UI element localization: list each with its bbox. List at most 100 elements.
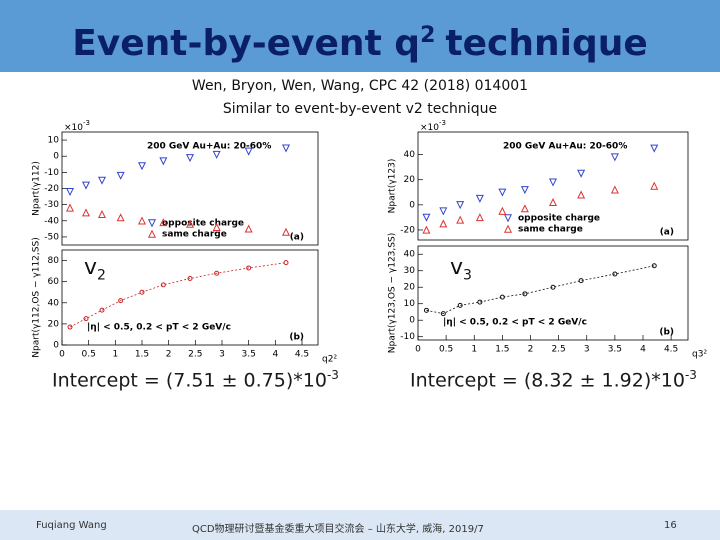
point — [650, 181, 659, 190]
point — [612, 271, 618, 277]
point — [116, 171, 125, 180]
y-tick-label: 20 — [404, 175, 416, 185]
intercept-sup: -3 — [326, 368, 339, 382]
y-tick-label: 10 — [48, 136, 60, 146]
y-tick-label: 0 — [53, 152, 59, 162]
point — [244, 224, 253, 233]
y-label: Npart(γ123,OS − γ123,SS) — [388, 233, 398, 353]
plot-frame — [417, 131, 689, 241]
y-tick-label: 0 — [409, 200, 415, 210]
legend-label: opposite charge — [518, 214, 600, 224]
x-tick-label: 3.5 — [242, 350, 256, 360]
point — [281, 144, 291, 153]
flow-sub: 2 — [97, 267, 106, 284]
point — [116, 213, 125, 222]
point — [577, 190, 586, 199]
point — [498, 206, 507, 215]
point — [187, 276, 193, 281]
panel-label: (b) — [659, 328, 674, 338]
point — [498, 188, 507, 197]
point — [139, 289, 145, 295]
subtitle: Similar to event-by-event v2 technique — [222, 101, 498, 117]
point — [214, 270, 220, 276]
page-number: 16 — [664, 520, 677, 531]
x-label: q2² — [322, 355, 337, 365]
x-tick-label: 4.5 — [664, 345, 678, 355]
x-tick-label: 0 — [59, 350, 65, 360]
point — [212, 150, 221, 159]
y-tick-label: 0 — [409, 316, 415, 326]
point — [422, 213, 431, 222]
annotation: 200 GeV Au+Au: 20-60% — [503, 142, 627, 152]
point — [185, 154, 195, 163]
footer: Fuqiang Wang QCD物理研讨暨基金委重大项目交流会 – 山东大学, … — [0, 510, 720, 540]
y-label: Npart(γ112,OS − γ112,SS) — [32, 237, 42, 357]
header-band: Event-by-event q2 technique — [0, 0, 720, 72]
point — [423, 307, 429, 313]
y-tick-label: -40 — [44, 216, 59, 226]
intercept-text: Intercept = (7.51 ± 0.75)*10 — [52, 369, 327, 392]
point — [651, 263, 657, 269]
y-tick-label: -10 — [400, 332, 415, 342]
subtitle: Wen, Bryon, Wen, Wang, CPC 42 (2018) 014… — [191, 78, 529, 94]
point — [650, 144, 659, 153]
x-tick-label: 3.5 — [608, 345, 622, 355]
title: Event-by-event q2 technique — [0, 0, 720, 80]
point — [81, 181, 91, 190]
plot-frame — [417, 245, 689, 341]
y-tick-label: 60 — [48, 277, 60, 287]
x-tick-label: 2.5 — [188, 350, 202, 360]
point — [440, 311, 446, 317]
x-tick-label: 0.5 — [82, 350, 96, 360]
x-tick-label: 0 — [415, 345, 421, 355]
point — [283, 260, 289, 266]
series-line — [426, 265, 655, 315]
intercept-text: Intercept = (8.32 ± 1.92)*10 — [410, 369, 685, 392]
point — [550, 284, 556, 290]
point — [477, 299, 483, 305]
point — [159, 157, 168, 166]
flow-sub: 3 — [463, 267, 472, 284]
point — [610, 185, 619, 194]
annotation: 200 GeV Au+Au: 20-60% — [147, 142, 271, 152]
legend-label: opposite charge — [162, 219, 244, 229]
title-text: Event-by-event q — [72, 23, 421, 64]
intercept: Intercept = (8.32 ± 1.92)*10-3 — [410, 368, 697, 391]
point — [212, 222, 221, 231]
x-tick-label: 1.5 — [495, 345, 509, 355]
y-tick-label: -20 — [400, 225, 415, 235]
multiplier-base: ×10 — [420, 123, 439, 133]
point — [244, 147, 253, 156]
point — [520, 186, 529, 195]
point — [137, 162, 147, 171]
y-tick-label: 20 — [404, 283, 416, 293]
point — [99, 307, 105, 313]
point — [67, 324, 73, 330]
y-tick-label: -30 — [44, 200, 59, 210]
x-tick-label: 0.5 — [439, 345, 453, 355]
title-sup: 2 — [420, 23, 436, 48]
flow-v: v — [450, 255, 464, 280]
point — [520, 204, 529, 213]
point — [159, 218, 168, 227]
y-tick-label: 30 — [404, 266, 416, 276]
point — [118, 298, 124, 304]
multiplier: ×10-3 — [64, 119, 90, 133]
multiplier: ×10-3 — [420, 119, 446, 133]
panel-label: (b) — [289, 333, 304, 343]
point — [97, 176, 107, 185]
point — [185, 219, 195, 228]
x-tick-label: 1 — [471, 345, 477, 355]
x-tick-label: 2 — [528, 345, 534, 355]
x-tick-label: 1.5 — [135, 350, 149, 360]
point — [499, 294, 505, 300]
y-tick-label: -10 — [44, 168, 59, 178]
legend-marker — [147, 229, 157, 238]
point — [548, 178, 558, 187]
y-tick-label: 10 — [404, 299, 416, 309]
point — [65, 203, 75, 212]
x-tick-label: 2.5 — [551, 345, 565, 355]
point — [246, 265, 252, 271]
